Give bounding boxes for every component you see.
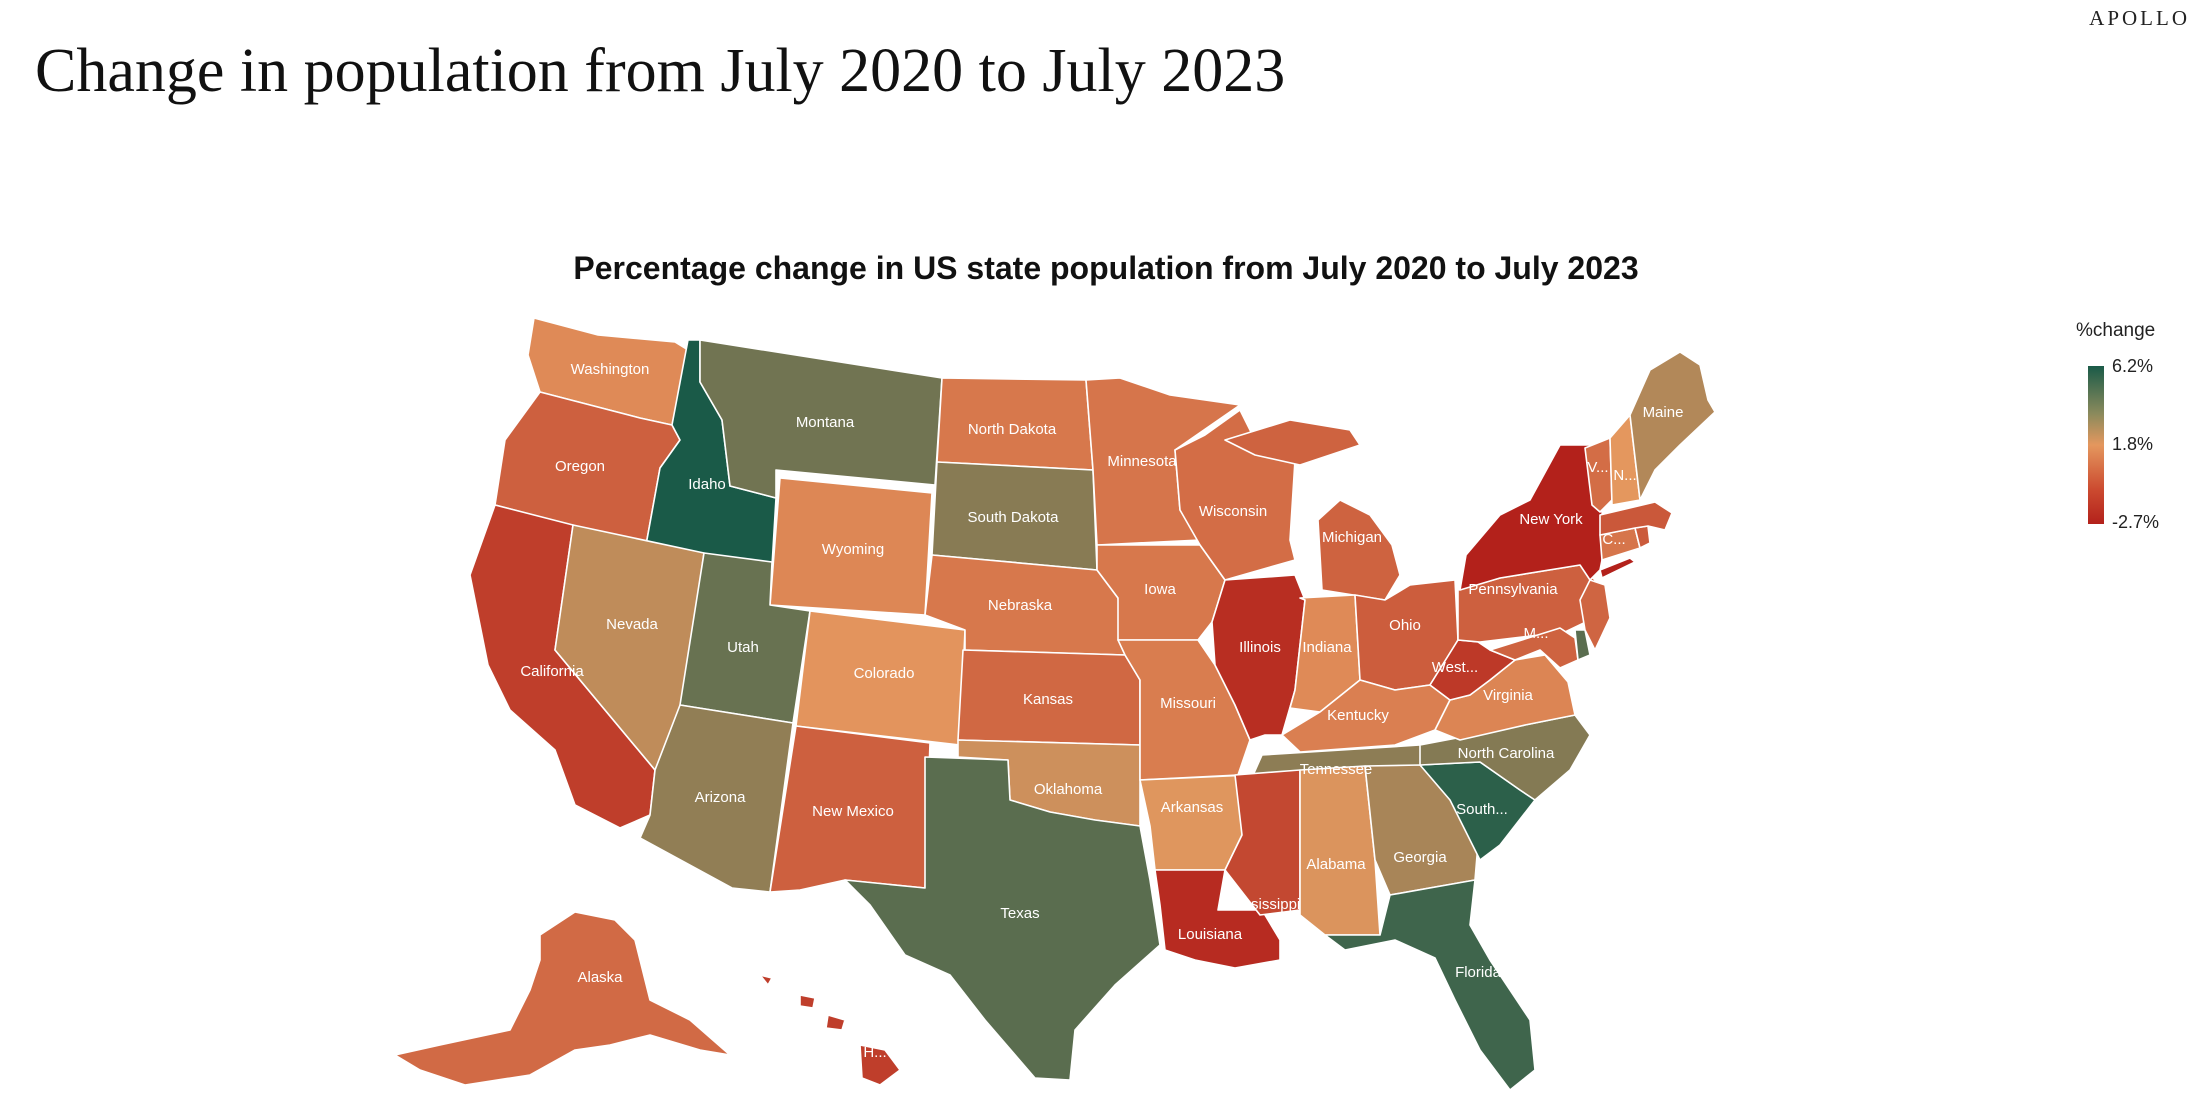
- state-wyoming[interactable]: [769, 477, 933, 616]
- state-hawaii[interactable]: [859, 1044, 901, 1086]
- state-florida[interactable]: [1324, 879, 1536, 1091]
- state-delaware[interactable]: [1574, 629, 1591, 661]
- state-new-york[interactable]: [1459, 444, 1606, 591]
- state-montana[interactable]: [699, 339, 943, 499]
- state-maryland[interactable]: [1489, 627, 1579, 669]
- state-michigan[interactable]: [1317, 499, 1401, 601]
- state-illinois[interactable]: [1211, 574, 1306, 741]
- state-new-jersey[interactable]: [1579, 579, 1611, 651]
- state-missouri[interactable]: [1117, 639, 1251, 781]
- page-title: Change in population from July 2020 to J…: [35, 37, 1286, 105]
- state-michigan[interactable]: [1224, 419, 1361, 466]
- state-vermont[interactable]: [1584, 437, 1613, 513]
- state-maine[interactable]: [1629, 351, 1716, 501]
- legend-min-label: -2.7%: [2112, 512, 2160, 532]
- legend-title: %change: [2076, 320, 2156, 341]
- state-hawaii[interactable]: [759, 974, 846, 1031]
- state-texas[interactable]: [844, 756, 1161, 1081]
- brand-logo: APOLLO: [2089, 6, 2190, 30]
- state-new-york[interactable]: [1599, 557, 1636, 579]
- legend-gradient-bar: [2088, 366, 2104, 524]
- state-kansas[interactable]: [957, 649, 1141, 746]
- legend-mid-label: 1.8%: [2112, 434, 2154, 454]
- state-arizona[interactable]: [639, 704, 794, 893]
- state-south-dakota[interactable]: [931, 461, 1098, 571]
- state-north-dakota[interactable]: [936, 377, 1094, 471]
- color-legend: %change 6.2% 1.8% -2.7%: [2076, 320, 2206, 540]
- state-colorado[interactable]: [795, 610, 966, 746]
- state-alaska[interactable]: [394, 911, 731, 1086]
- state-massachusetts[interactable]: [1599, 501, 1673, 536]
- legend-max-label: 6.2%: [2112, 356, 2154, 376]
- state-new-mexico[interactable]: [769, 725, 931, 893]
- map-title: Percentage change in US state population…: [573, 250, 1639, 286]
- state-louisiana[interactable]: [1154, 869, 1281, 969]
